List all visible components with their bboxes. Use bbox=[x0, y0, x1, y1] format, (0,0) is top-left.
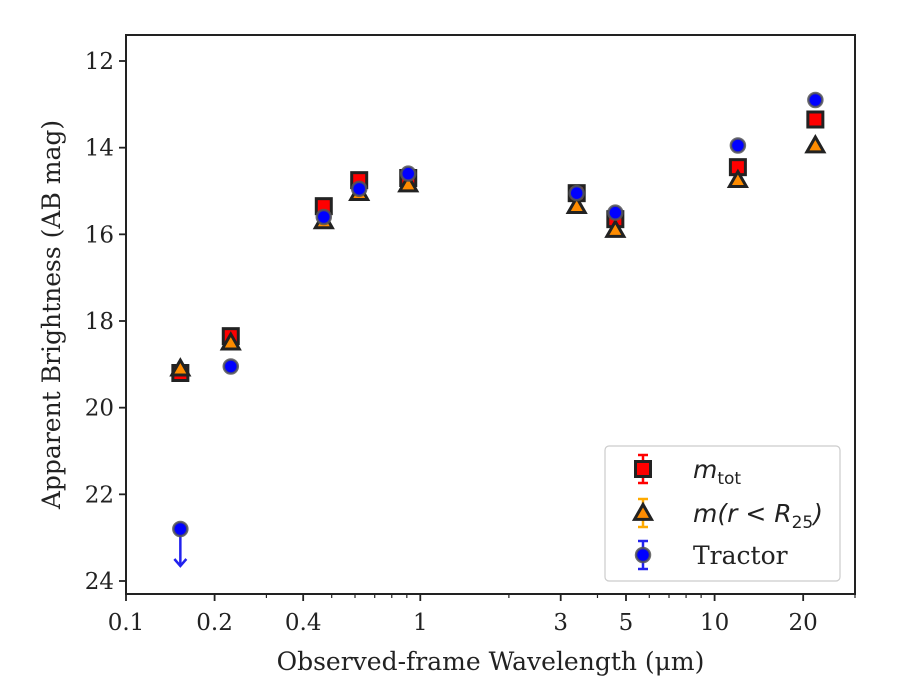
x-tick-label: 0.2 bbox=[196, 610, 233, 636]
x-axis-title: Observed-frame Wavelength (μm) bbox=[277, 647, 705, 676]
x-tick-label: 0.4 bbox=[285, 610, 322, 636]
point-mr25 bbox=[604, 218, 627, 238]
point-mr25 bbox=[219, 331, 242, 351]
y-tick-label: 22 bbox=[85, 482, 114, 508]
y-tick-label: 20 bbox=[85, 396, 114, 422]
series-tractor bbox=[172, 91, 824, 568]
x-tick-label: 1 bbox=[413, 610, 428, 636]
y-tick-label: 24 bbox=[85, 569, 114, 595]
plot-frame bbox=[125, 34, 856, 595]
point-mtot bbox=[806, 110, 825, 129]
point-mr25 bbox=[565, 194, 588, 215]
x-tick-label: 0.1 bbox=[108, 610, 145, 636]
point-tractor bbox=[222, 358, 240, 375]
legend: mtot m(r < R25) Tractor bbox=[604, 445, 841, 582]
series-mtot bbox=[171, 110, 825, 382]
data-layer bbox=[169, 91, 827, 568]
series-mr25 bbox=[169, 133, 827, 377]
point-tractor bbox=[607, 204, 624, 221]
x-tick-label: 10 bbox=[700, 610, 729, 636]
y-tick-label: 14 bbox=[85, 136, 114, 162]
y-tick-label: 12 bbox=[85, 49, 114, 75]
y-tick-label: 16 bbox=[85, 222, 114, 248]
point-tractor bbox=[350, 180, 368, 198]
point-mr25 bbox=[804, 133, 827, 154]
point-tractor bbox=[315, 208, 333, 226]
point-tractor bbox=[568, 184, 585, 202]
axes-layer: 0.1 0.2 0.4 1 3 5 10 20 12 14 16 18 20 22 24 bbox=[85, 49, 856, 636]
y-tick-label: 18 bbox=[85, 309, 114, 335]
legend-marker-mr25 bbox=[631, 501, 655, 521]
y-axis-title: Apparent Brightness (AB mag) bbox=[37, 120, 66, 510]
point-tractor bbox=[172, 520, 189, 538]
legend-label-mtot: mtot bbox=[693, 455, 741, 489]
point-tractor bbox=[729, 137, 747, 154]
point-mr25 bbox=[169, 357, 192, 377]
x-tick-label: 20 bbox=[789, 610, 818, 636]
x-tick-label: 5 bbox=[619, 610, 634, 636]
point-mr25 bbox=[397, 172, 420, 193]
upper-limit-arrow-head bbox=[173, 558, 188, 568]
point-tractor bbox=[807, 91, 824, 109]
x-tick-label: 3 bbox=[553, 610, 568, 636]
legend-label-mr25: m(r < R25) bbox=[693, 499, 823, 533]
legend-marker-tractor bbox=[634, 546, 652, 564]
point-tractor bbox=[399, 165, 417, 182]
legend-marker-mtot bbox=[634, 460, 652, 478]
point-mr25 bbox=[726, 168, 749, 189]
legend-box bbox=[604, 445, 841, 582]
legend-label-tractor: Tractor bbox=[693, 541, 788, 570]
